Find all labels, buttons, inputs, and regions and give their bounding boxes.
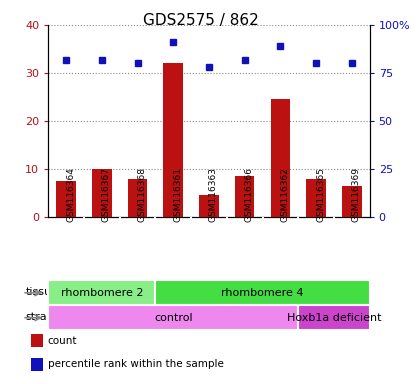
Bar (306, 179, 326, 217)
Text: tissue: tissue (26, 286, 58, 296)
Text: control: control (154, 313, 192, 323)
Bar (56, 181, 76, 217)
Text: rhombomere 2: rhombomere 2 (60, 288, 143, 298)
Bar (199, 195, 219, 217)
Bar (155, 280, 370, 305)
Text: Hoxb1a deficient: Hoxb1a deficient (286, 313, 381, 323)
Text: GSM116363: GSM116363 (209, 167, 218, 222)
Bar (298, 305, 370, 330)
Text: percentile rank within the sample: percentile rank within the sample (48, 359, 224, 369)
Text: GSM116369: GSM116369 (352, 167, 361, 222)
Text: GSM116362: GSM116362 (281, 167, 289, 222)
Bar (48, 280, 155, 305)
Text: GSM116368: GSM116368 (138, 167, 147, 222)
Text: GSM116367: GSM116367 (102, 167, 111, 222)
Text: GSM116364: GSM116364 (66, 167, 75, 222)
Text: GDS2575 / 862: GDS2575 / 862 (143, 13, 258, 28)
Bar (163, 63, 183, 217)
Bar (92, 169, 112, 217)
Bar (270, 99, 290, 217)
Bar (342, 186, 362, 217)
Bar (235, 176, 255, 217)
Text: rhombomere 4: rhombomere 4 (221, 288, 304, 298)
Bar (31, 334, 43, 347)
Text: strain: strain (26, 311, 57, 321)
Text: count: count (48, 336, 77, 346)
Text: GSM116366: GSM116366 (244, 167, 254, 222)
Text: GSM116361: GSM116361 (173, 167, 182, 222)
Text: GSM116365: GSM116365 (316, 167, 325, 222)
Bar (48, 305, 298, 330)
Bar (31, 358, 43, 371)
Bar (128, 179, 147, 217)
